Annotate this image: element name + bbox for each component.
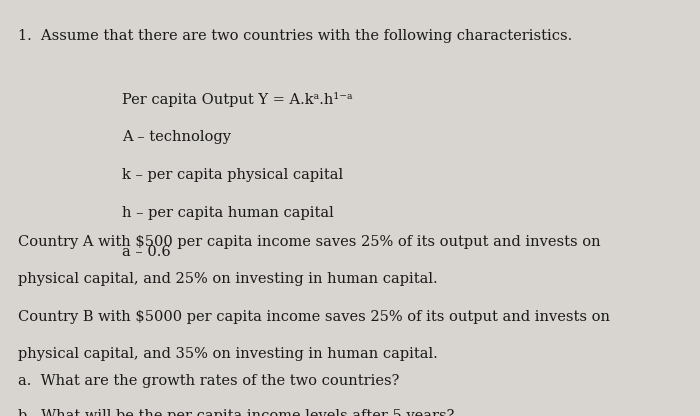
Text: physical capital, and 35% on investing in human capital.: physical capital, and 35% on investing i… bbox=[18, 347, 438, 361]
Text: a – 0.6: a – 0.6 bbox=[122, 245, 172, 259]
Text: A – technology: A – technology bbox=[122, 130, 232, 144]
Text: h – per capita human capital: h – per capita human capital bbox=[122, 206, 335, 220]
Text: 1.  Assume that there are two countries with the following characteristics.: 1. Assume that there are two countries w… bbox=[18, 29, 572, 43]
Text: Country B with $5000 per capita income saves 25% of its output and invests on: Country B with $5000 per capita income s… bbox=[18, 310, 610, 324]
Text: physical capital, and 25% on investing in human capital.: physical capital, and 25% on investing i… bbox=[18, 272, 437, 286]
Text: Per capita Output Y = A.kᵃ.h¹⁻ᵃ: Per capita Output Y = A.kᵃ.h¹⁻ᵃ bbox=[122, 92, 353, 106]
Text: a.  What are the growth rates of the two countries?: a. What are the growth rates of the two … bbox=[18, 374, 399, 389]
Text: Country A with $500 per capita income saves 25% of its output and invests on: Country A with $500 per capita income sa… bbox=[18, 235, 600, 249]
Text: k – per capita physical capital: k – per capita physical capital bbox=[122, 168, 344, 182]
Text: b.  What will be the per capita income levels after 5 years?: b. What will be the per capita income le… bbox=[18, 409, 454, 416]
